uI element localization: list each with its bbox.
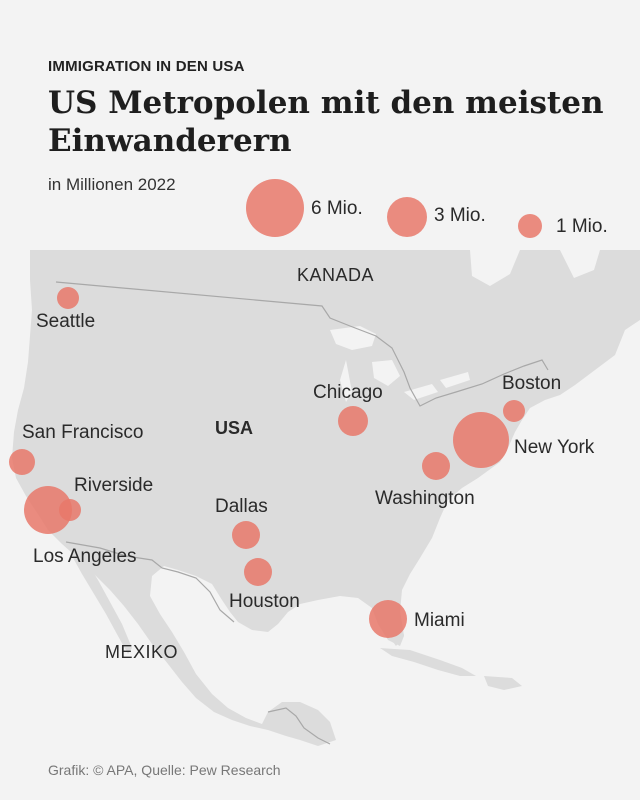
bubble-chicago[interactable] <box>338 406 368 436</box>
page-title: US Metropolen mit den meisten Einwandere… <box>48 85 604 159</box>
north-america-land <box>12 250 640 746</box>
city-label-dallas: Dallas <box>215 496 268 517</box>
baja-peninsula <box>72 548 132 654</box>
city-label-seattle: Seattle <box>36 311 95 332</box>
city-bubbles <box>9 287 525 638</box>
legend-bubble-3 <box>387 197 427 237</box>
kicker: IMMIGRATION IN DEN USA <box>48 58 245 75</box>
hispaniola <box>484 676 522 690</box>
bubble-seattle[interactable] <box>57 287 79 309</box>
city-label-washington: Washington <box>375 488 475 509</box>
cuba <box>380 648 476 676</box>
city-label-new-york: New York <box>514 437 595 458</box>
region-label-canada: KANADA <box>297 265 374 285</box>
borders <box>55 281 549 745</box>
size-legend: 6 Mio. 3 Mio. 1 Mio. <box>246 179 608 238</box>
city-labels: Seattle San Francisco Los Angeles Rivers… <box>22 311 595 631</box>
legend-bubble-1 <box>518 214 542 238</box>
region-label-mexico: MEXIKO <box>105 642 178 662</box>
source-credit: Grafik: © APA, Quelle: Pew Research <box>48 762 281 778</box>
bubble-dallas[interactable] <box>232 521 260 549</box>
great-lakes <box>330 326 470 402</box>
bubble-los-angeles[interactable] <box>24 486 72 534</box>
central-america-borders <box>267 707 331 745</box>
city-label-chicago: Chicago <box>313 382 383 403</box>
city-label-los-angeles: Los Angeles <box>33 546 137 567</box>
us-mexico-border <box>65 541 235 623</box>
bubble-san-francisco[interactable] <box>9 449 35 475</box>
bubble-washington[interactable] <box>422 452 450 480</box>
city-label-miami: Miami <box>414 610 465 631</box>
legend-label-1: 1 Mio. <box>556 216 608 237</box>
subtitle: in Millionen 2022 <box>48 175 176 194</box>
bubble-riverside[interactable] <box>59 499 81 521</box>
city-label-riverside: Riverside <box>74 475 153 496</box>
bubble-miami[interactable] <box>369 600 407 638</box>
legend-label-6: 6 Mio. <box>311 198 363 219</box>
canada-us-border <box>55 281 549 407</box>
city-label-houston: Houston <box>229 591 300 612</box>
city-label-boston: Boston <box>502 373 561 394</box>
northern-bays <box>470 250 600 286</box>
bubble-new-york[interactable] <box>453 412 509 468</box>
region-label-usa: USA <box>215 418 253 438</box>
bubble-boston[interactable] <box>503 400 525 422</box>
land <box>12 250 640 746</box>
legend-bubble-6 <box>246 179 304 237</box>
city-label-san-francisco: San Francisco <box>22 422 143 443</box>
legend-label-3: 3 Mio. <box>434 205 486 226</box>
bubble-houston[interactable] <box>244 558 272 586</box>
